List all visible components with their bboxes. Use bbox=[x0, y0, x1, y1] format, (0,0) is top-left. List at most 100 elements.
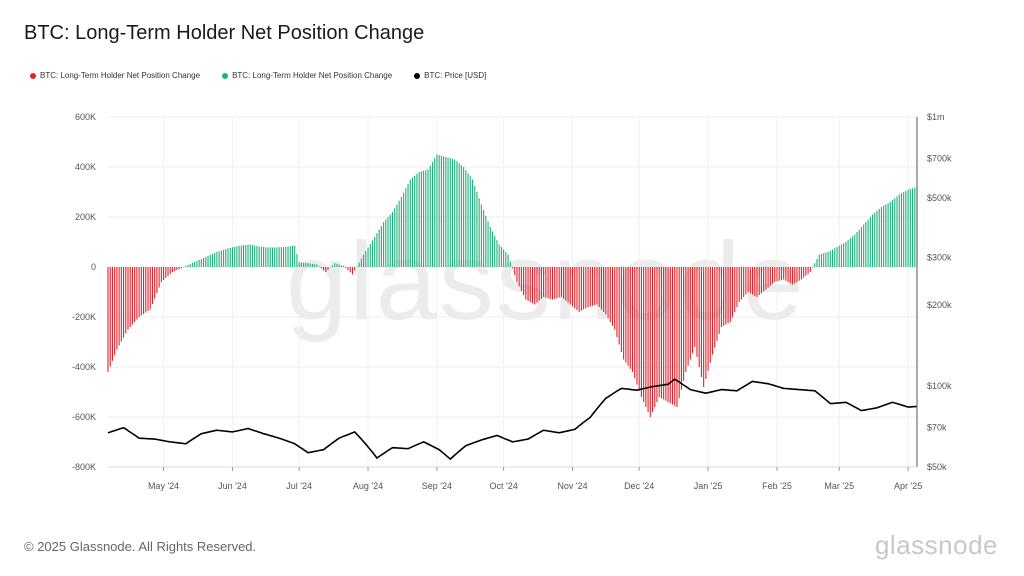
bar bbox=[611, 267, 614, 326]
y-left-tick-label: 200K bbox=[75, 212, 96, 222]
bar bbox=[180, 267, 182, 268]
bar bbox=[116, 267, 118, 350]
bar bbox=[567, 267, 569, 303]
bar bbox=[625, 267, 627, 363]
bar bbox=[469, 176, 471, 267]
x-tick-label: Mar '25 bbox=[824, 481, 854, 491]
legend-item-price[interactable]: BTC: Price [USD] bbox=[414, 71, 486, 80]
bar bbox=[614, 267, 616, 330]
bar bbox=[798, 267, 800, 281]
bar bbox=[869, 217, 871, 267]
bar bbox=[211, 254, 214, 267]
bar bbox=[700, 267, 702, 377]
bar bbox=[414, 175, 416, 267]
bar bbox=[823, 253, 825, 267]
bar bbox=[789, 267, 791, 284]
bar bbox=[276, 247, 278, 267]
bar bbox=[745, 267, 747, 295]
bar bbox=[914, 187, 916, 267]
bar bbox=[756, 267, 758, 297]
bar bbox=[163, 267, 165, 280]
bar bbox=[876, 210, 878, 267]
bar bbox=[465, 170, 467, 267]
price-line bbox=[107, 378, 918, 461]
bar bbox=[518, 267, 520, 287]
bar bbox=[218, 251, 220, 267]
bar bbox=[549, 267, 551, 299]
bar bbox=[263, 247, 265, 267]
bar bbox=[669, 267, 671, 404]
bar bbox=[889, 202, 891, 267]
bar bbox=[725, 267, 727, 325]
bar bbox=[405, 188, 407, 267]
bar bbox=[638, 267, 640, 391]
bar bbox=[760, 267, 762, 294]
bar bbox=[134, 267, 136, 322]
bar bbox=[843, 243, 845, 267]
bar bbox=[689, 267, 691, 360]
axes: 600K 400K 200K 0 -200K -400K -600K -800K $1m $700… bbox=[72, 112, 952, 491]
bar bbox=[838, 245, 840, 267]
bar bbox=[200, 259, 202, 267]
bar bbox=[358, 262, 360, 267]
bar bbox=[176, 267, 178, 270]
bar bbox=[543, 267, 545, 297]
bar bbox=[236, 246, 238, 267]
bar bbox=[489, 227, 491, 267]
chart-title: BTC: Long-Term Holder Net Position Chang… bbox=[24, 22, 425, 44]
bar bbox=[765, 267, 767, 290]
bar bbox=[807, 267, 809, 274]
bar bbox=[780, 267, 782, 281]
bar bbox=[565, 267, 567, 301]
bar bbox=[289, 246, 291, 267]
bar bbox=[445, 157, 447, 267]
bar bbox=[296, 253, 298, 267]
legend-item-lth-positive[interactable]: BTC: Long-Term Holder Net Position Chang… bbox=[222, 71, 392, 80]
bar bbox=[545, 267, 547, 298]
bar bbox=[856, 232, 858, 267]
bar bbox=[247, 244, 249, 267]
bar bbox=[409, 179, 411, 267]
bar bbox=[227, 248, 229, 267]
bar bbox=[454, 159, 456, 267]
x-tick-label: Apr '25 bbox=[894, 481, 922, 491]
bar bbox=[496, 240, 498, 267]
bar bbox=[723, 267, 725, 326]
bar bbox=[287, 246, 289, 267]
bar bbox=[907, 189, 909, 267]
bar bbox=[578, 267, 580, 312]
bar bbox=[912, 188, 914, 267]
bar bbox=[716, 267, 718, 341]
bar bbox=[411, 177, 414, 267]
bar bbox=[447, 157, 449, 267]
bar bbox=[343, 265, 345, 267]
bar bbox=[458, 163, 460, 267]
bar bbox=[758, 267, 760, 296]
bar bbox=[349, 267, 351, 273]
bar bbox=[636, 267, 638, 385]
legend-label: BTC: Price [USD] bbox=[424, 71, 487, 80]
bar bbox=[198, 260, 200, 267]
bar bbox=[143, 267, 145, 314]
bar bbox=[909, 188, 911, 267]
bar bbox=[251, 245, 254, 267]
bar bbox=[471, 179, 474, 267]
bar bbox=[351, 267, 354, 275]
bar bbox=[160, 267, 162, 282]
bar bbox=[316, 264, 318, 267]
bar bbox=[831, 249, 834, 267]
legend-item-lth-negative[interactable]: BTC: Long-Term Holder Net Position Chang… bbox=[30, 71, 200, 80]
bar bbox=[214, 253, 216, 267]
x-tick-label: Feb '25 bbox=[762, 481, 792, 491]
bar bbox=[834, 248, 836, 267]
bar bbox=[751, 267, 754, 295]
bar bbox=[283, 247, 285, 267]
bar bbox=[771, 267, 774, 284]
bar bbox=[754, 267, 756, 296]
price-line-path bbox=[107, 378, 918, 461]
bar bbox=[623, 267, 625, 360]
bar bbox=[225, 249, 227, 267]
x-tick-label: Jan '25 bbox=[694, 481, 723, 491]
bar bbox=[494, 235, 496, 267]
